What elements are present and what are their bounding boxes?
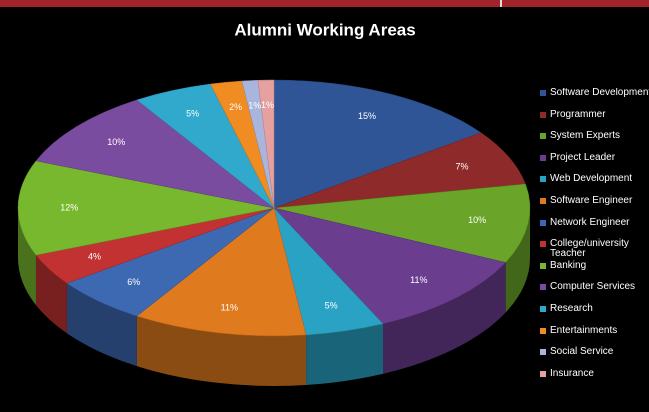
legend-swatch: [540, 111, 546, 118]
legend-item: Research: [540, 302, 649, 326]
legend-swatch: [540, 349, 546, 356]
pie-slice: [35, 99, 275, 209]
legend-item: Insurance: [540, 367, 649, 391]
legend-label: Network Engineer: [550, 216, 630, 228]
legend-item: Web Development: [540, 174, 649, 196]
data-labels: 15% 7% 10% 11% 5% 11% 6% 4% 12% 10% 5% 2% 1% 1%: [60, 100, 486, 312]
legend-item: Software Development: [540, 88, 649, 110]
legend-swatch: [540, 305, 546, 312]
data-label: 10%: [107, 137, 125, 147]
legend-label: Banking: [550, 259, 587, 271]
legend-swatch: [540, 133, 546, 140]
pie-slice-side: [306, 323, 383, 385]
data-label: 5%: [325, 301, 338, 311]
pie-sides: [18, 208, 530, 387]
top-bar: [0, 0, 649, 7]
legend-label: Project Leader: [550, 151, 616, 163]
legend-label: Software Engineer: [550, 194, 633, 206]
legend-label: Web Development: [550, 173, 633, 185]
pie-slice-side: [35, 255, 67, 334]
data-label: 2%: [229, 102, 242, 112]
legend: Software Development Programmer System Exp…: [540, 88, 649, 390]
pie-slice-side: [505, 208, 530, 313]
legend-item: Programmer: [540, 108, 649, 132]
pie-slice: [257, 79, 275, 209]
data-label: 11%: [221, 302, 238, 312]
legend-swatch: [540, 219, 546, 226]
data-label: 15%: [358, 111, 376, 121]
legend-swatch: [540, 90, 546, 96]
legend-label: Software Development: [550, 88, 649, 98]
data-label: 11%: [410, 275, 427, 285]
legend-swatch: [540, 154, 546, 161]
legend-swatch: [540, 176, 546, 183]
legend-label: Programmer: [550, 108, 606, 120]
legend-label: Computer Services: [550, 281, 636, 293]
pie-slice-side: [136, 316, 307, 387]
pie-slice: [273, 183, 531, 263]
legend-label: College/university Teacher: [550, 238, 629, 260]
legend-swatch: [540, 197, 546, 204]
legend-item: System Experts: [540, 131, 649, 153]
pie-slice: [273, 207, 507, 325]
data-label: 1%: [248, 100, 261, 110]
chart-title: Alumni Working Areas: [234, 20, 415, 39]
data-label: 10%: [468, 215, 486, 225]
legend-swatch: [540, 370, 546, 377]
data-label: 7%: [455, 162, 468, 172]
legend-item: College/university Teacher: [540, 239, 649, 261]
legend-item: Entertainments: [540, 324, 649, 348]
legend-item: Software Engineer: [540, 194, 649, 218]
legend-label: System Experts: [550, 130, 621, 142]
pie-slice-side: [66, 283, 137, 367]
legend-label: Research: [550, 302, 593, 314]
legend-swatch: [540, 284, 546, 291]
data-label: 5%: [186, 108, 199, 118]
legend-label: Entertainments: [550, 324, 618, 336]
data-label: 1%: [261, 100, 274, 110]
legend-swatch: [540, 241, 546, 248]
pie-slice-side: [382, 262, 506, 374]
legend-swatch: [540, 327, 546, 334]
pie-slice: [273, 79, 482, 209]
pie-tops: [17, 79, 531, 337]
data-label: 6%: [127, 277, 140, 287]
legend-label: Social Service: [550, 346, 614, 358]
legend-item: Social Service: [540, 347, 649, 369]
pie-slice: [273, 132, 526, 209]
legend-item: Network Engineer: [540, 216, 649, 240]
legend-item: Banking: [540, 259, 649, 283]
legend-item: Computer Services: [540, 282, 649, 304]
top-bar-divider: [500, 0, 502, 7]
pie-slice: [17, 160, 275, 256]
legend-label: Insurance: [550, 367, 594, 379]
data-label: 4%: [88, 252, 101, 262]
legend-item: Project Leader: [540, 151, 649, 175]
pie-slice: [136, 207, 307, 337]
data-label: 12%: [60, 202, 78, 212]
legend-swatch: [540, 262, 546, 269]
